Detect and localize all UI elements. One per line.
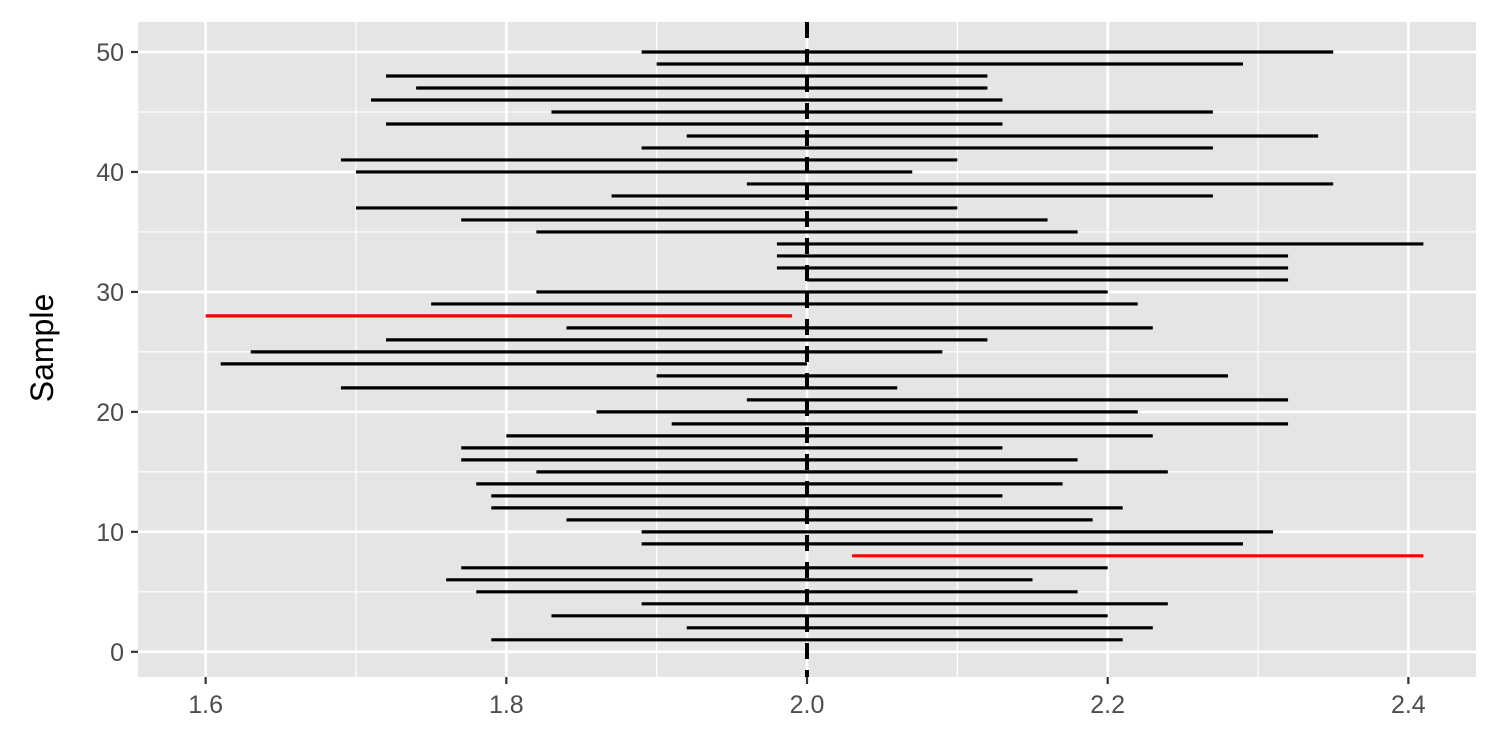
- x-tick-label: 1.8: [489, 691, 524, 719]
- y-tick-label: 40: [96, 159, 124, 187]
- y-tick-label: 20: [96, 399, 124, 427]
- x-tick-label: 1.6: [188, 691, 223, 719]
- y-tick-label: 10: [96, 519, 124, 547]
- y-tick-label: 50: [96, 39, 124, 67]
- x-tick-label: 2.0: [790, 691, 825, 719]
- interval-segments: [205, 50, 1424, 642]
- y-axis-title: Sample: [24, 294, 60, 403]
- y-axis: 0 10 20 30 40 50: [96, 39, 138, 667]
- y-tick-label: 0: [110, 639, 124, 667]
- x-axis: 1.6 1.8 2.0 2.2 2.4: [188, 677, 1426, 719]
- x-tick-label: 2.2: [1090, 691, 1125, 719]
- y-tick-label: 30: [96, 279, 124, 307]
- x-tick-label: 2.4: [1391, 691, 1426, 719]
